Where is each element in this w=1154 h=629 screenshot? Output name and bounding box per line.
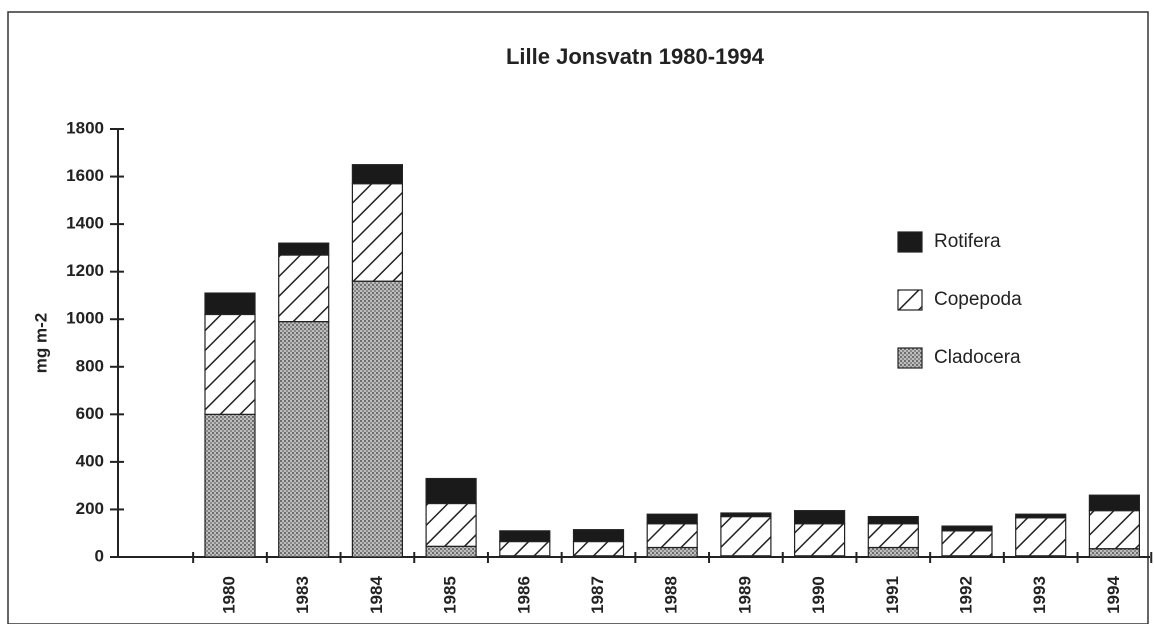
bar-segment bbox=[941, 530, 993, 557]
y-tick-label: 1800 bbox=[66, 118, 104, 137]
chart-title: Lille Jonsvatn 1980-1994 bbox=[506, 44, 765, 69]
bar-segment bbox=[278, 254, 330, 323]
bar-segment bbox=[1088, 510, 1141, 550]
bar-segment bbox=[425, 502, 477, 547]
bar-segment bbox=[646, 523, 698, 549]
bar-segment bbox=[1015, 513, 1067, 519]
y-tick-label: 200 bbox=[76, 499, 104, 518]
bar-segment bbox=[646, 546, 698, 558]
x-tick-label: 1992 bbox=[956, 576, 975, 614]
bar-segment bbox=[1015, 517, 1067, 557]
bar-segment bbox=[1088, 548, 1141, 558]
bar-segment bbox=[351, 280, 403, 558]
bar-segment bbox=[204, 413, 256, 558]
bar-segment bbox=[425, 545, 477, 558]
bar-segment bbox=[867, 546, 919, 558]
x-tick-label: 1994 bbox=[1104, 576, 1123, 614]
bar-segment bbox=[425, 477, 477, 505]
bar-segment bbox=[720, 512, 772, 518]
bar-segment bbox=[646, 513, 698, 525]
bar-segment bbox=[351, 183, 403, 282]
bar-segment bbox=[720, 515, 772, 557]
bar-segment bbox=[572, 540, 625, 557]
x-tick-label: 1985 bbox=[441, 576, 460, 614]
legend-swatch bbox=[897, 231, 923, 253]
bar-segment bbox=[867, 515, 919, 525]
y-tick-label: 1200 bbox=[66, 261, 104, 280]
x-tick-label: 1983 bbox=[293, 576, 312, 614]
x-tick-label: 1993 bbox=[1030, 576, 1049, 614]
legend-label: Copepoda bbox=[934, 289, 1022, 310]
bar-segment bbox=[499, 530, 551, 543]
bar-segment bbox=[793, 523, 846, 557]
bar-segment bbox=[867, 523, 919, 549]
x-tick-label: 1989 bbox=[735, 576, 754, 614]
x-tick-label: 1988 bbox=[662, 576, 681, 614]
y-tick-label: 1000 bbox=[66, 309, 104, 328]
bar-segment bbox=[278, 242, 330, 256]
x-tick-label: 1986 bbox=[514, 576, 533, 614]
bar-segment bbox=[499, 540, 551, 557]
bar-segment bbox=[204, 292, 256, 316]
y-tick-label: 0 bbox=[95, 546, 104, 565]
x-tick-label: 1987 bbox=[588, 576, 607, 614]
bar-segment bbox=[1088, 494, 1141, 512]
legend-label: Cladocera bbox=[934, 347, 1021, 368]
bar-segment bbox=[572, 529, 625, 543]
y-tick-label: 1400 bbox=[66, 214, 104, 233]
y-tick-label: 1600 bbox=[66, 166, 104, 185]
bar-segment bbox=[941, 525, 993, 532]
x-tick-label: 1984 bbox=[367, 576, 386, 614]
legend-swatch bbox=[897, 347, 923, 369]
y-tick-label: 400 bbox=[76, 451, 104, 470]
x-tick-label: 1980 bbox=[219, 576, 238, 614]
legend-swatch bbox=[897, 289, 923, 311]
y-tick-label: 600 bbox=[76, 404, 104, 423]
y-tick-label: 800 bbox=[76, 356, 104, 375]
bar-segment bbox=[793, 510, 846, 525]
bar-segment bbox=[204, 313, 256, 415]
bar-segment bbox=[351, 164, 403, 185]
x-tick-label: 1991 bbox=[883, 576, 902, 614]
legend-label: Rotifera bbox=[934, 231, 1001, 252]
y-axis-label: mg m-2 bbox=[31, 313, 50, 373]
x-tick-label: 1990 bbox=[809, 576, 828, 614]
bar-segment bbox=[278, 321, 330, 558]
